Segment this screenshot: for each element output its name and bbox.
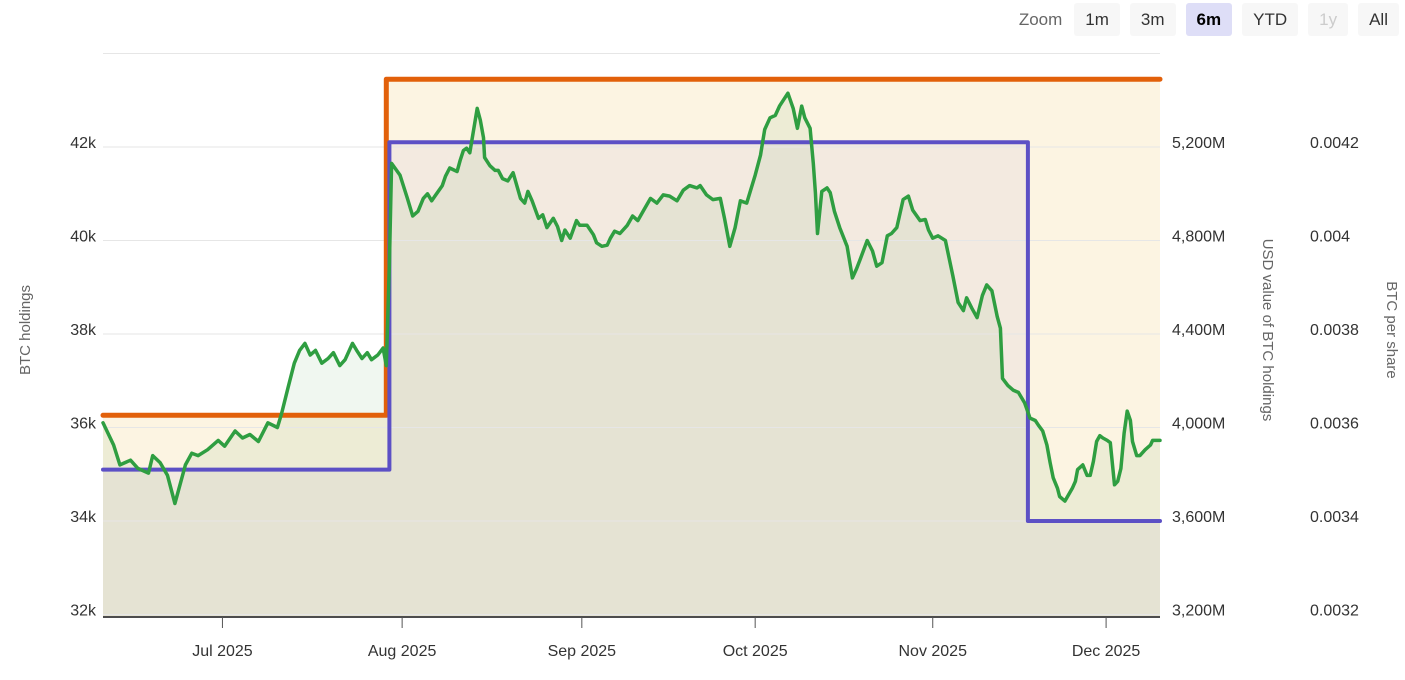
y-axis-title-usd-value: USD value of BTC holdings bbox=[1259, 239, 1276, 422]
zoom-buttons-group: 1m 3m 6m YTD 1y All bbox=[1074, 3, 1399, 36]
y-axis-title-btc-holdings: BTC holdings bbox=[17, 285, 34, 375]
y-usd-tick-label: 5,200M bbox=[1172, 135, 1225, 152]
zoom-toolbar-label: Zoom bbox=[1018, 9, 1063, 29]
y-share-tick-label: 0.004 bbox=[1310, 229, 1350, 246]
y-left-tick-label: 32k bbox=[70, 603, 97, 620]
x-tick-label: Jul 2025 bbox=[192, 643, 253, 660]
series-line-usd-value-of-btc-holdings bbox=[101, 91, 1162, 506]
y-left-tick-label: 34k bbox=[70, 509, 97, 526]
x-tick-label: Dec 2025 bbox=[1072, 643, 1141, 660]
x-tick-label: Nov 2025 bbox=[898, 643, 967, 660]
y-share-tick-label: 0.0034 bbox=[1310, 509, 1359, 526]
y-left-tick-label: 38k bbox=[70, 322, 97, 339]
x-tick-label: Oct 2025 bbox=[723, 643, 788, 660]
y-usd-tick-label: 4,800M bbox=[1172, 229, 1225, 246]
zoom-button-ytd[interactable]: YTD bbox=[1242, 3, 1299, 36]
x-tick-label: Sep 2025 bbox=[548, 643, 617, 660]
y-share-tick-label: 0.0032 bbox=[1310, 603, 1359, 620]
y-left-tick-label: 40k bbox=[70, 229, 97, 246]
y-usd-tick-label: 4,000M bbox=[1172, 416, 1225, 433]
y-left-tick-label: 36k bbox=[70, 416, 97, 433]
zoom-button-all[interactable]: All bbox=[1358, 3, 1399, 36]
series-area-usd-value-of-btc-holdings bbox=[103, 93, 1160, 617]
y-usd-tick-label: 4,400M bbox=[1172, 322, 1225, 339]
x-tick-label: Aug 2025 bbox=[368, 643, 437, 660]
zoom-button-1m[interactable]: 1m bbox=[1074, 3, 1120, 36]
zoom-toolbar: Zoom 1m 3m 6m YTD 1y All bbox=[1019, 3, 1399, 36]
zoom-button-3m[interactable]: 3m bbox=[1129, 3, 1176, 36]
series-area-btc-holdings bbox=[103, 79, 1160, 617]
y-usd-tick-label: 3,200M bbox=[1172, 603, 1225, 620]
series-line-btc-per-share bbox=[101, 140, 1162, 523]
y-share-tick-label: 0.0042 bbox=[1310, 135, 1359, 152]
y-share-tick-label: 0.0036 bbox=[1310, 416, 1359, 433]
series-area-btc-per-share bbox=[103, 142, 1160, 618]
y-left-tick-label: 42k bbox=[70, 135, 97, 152]
zoom-button-6m[interactable]: 6m bbox=[1185, 3, 1233, 36]
zoom-button-1y: 1y bbox=[1308, 3, 1349, 36]
y-usd-tick-label: 3,600M bbox=[1172, 509, 1225, 526]
y-share-tick-label: 0.0038 bbox=[1310, 322, 1359, 339]
series-line-btc-holdings bbox=[100, 76, 1163, 418]
y-axis-title-btc-per-share: BTC per share bbox=[1383, 281, 1400, 379]
